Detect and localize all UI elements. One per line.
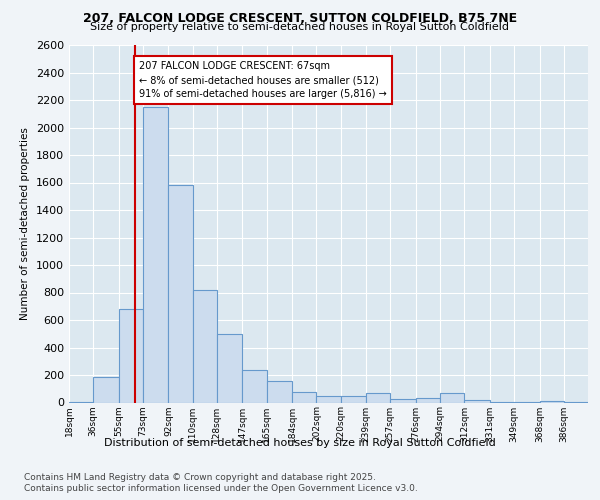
- Bar: [316, 396, 341, 402]
- Text: 207, FALCON LODGE CRESCENT, SUTTON COLDFIELD, B75 7NE: 207, FALCON LODGE CRESCENT, SUTTON COLDF…: [83, 12, 517, 26]
- Bar: [366, 393, 391, 402]
- Bar: [193, 290, 217, 403]
- Bar: [341, 396, 366, 402]
- Bar: [217, 334, 242, 402]
- Text: Distribution of semi-detached houses by size in Royal Sutton Coldfield: Distribution of semi-detached houses by …: [104, 438, 496, 448]
- Text: Contains HM Land Registry data © Crown copyright and database right 2025.: Contains HM Land Registry data © Crown c…: [24, 472, 376, 482]
- Bar: [539, 401, 564, 402]
- Bar: [266, 380, 292, 402]
- Bar: [416, 398, 440, 402]
- Text: 207 FALCON LODGE CRESCENT: 67sqm
← 8% of semi-detached houses are smaller (512)
: 207 FALCON LODGE CRESCENT: 67sqm ← 8% of…: [139, 61, 386, 99]
- Bar: [169, 185, 193, 402]
- Bar: [391, 399, 416, 402]
- Bar: [93, 377, 119, 402]
- Bar: [119, 309, 143, 402]
- Text: Size of property relative to semi-detached houses in Royal Sutton Coldfield: Size of property relative to semi-detach…: [91, 22, 509, 32]
- Y-axis label: Number of semi-detached properties: Number of semi-detached properties: [20, 128, 31, 320]
- Bar: [143, 107, 169, 403]
- Bar: [242, 370, 266, 402]
- Bar: [440, 393, 464, 402]
- Bar: [464, 400, 490, 402]
- Bar: [292, 392, 316, 402]
- Text: Contains public sector information licensed under the Open Government Licence v3: Contains public sector information licen…: [24, 484, 418, 493]
